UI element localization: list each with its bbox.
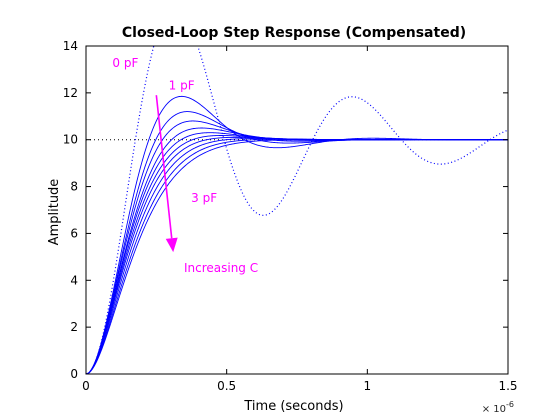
y-tick-label: 4 [70,273,78,287]
x-axis-label: Time (seconds) [243,399,343,414]
plot-area: 0 0.5 1 1.5 0 2 4 6 8 10 12 14 × 10-6 0 pF 1 pF 3 pF Inc… [63,39,518,415]
y-tick-label: 12 [63,86,78,100]
y-tick-label: 14 [63,39,78,53]
y-tick-label: 8 [70,180,78,194]
annotation-label: Increasing C [184,261,258,275]
increasing-c-arrow-shaft [155,95,173,239]
x-tick-label: 1 [364,379,372,393]
y-tick-label: 10 [63,133,78,147]
annotation-label: 1 pF [169,78,195,92]
y-tick-label: 6 [70,226,78,240]
series-compensated-10 [86,139,508,374]
y-axis-label: Amplitude [47,179,62,246]
x-exponent-label: × 10-6 [482,400,514,415]
y-tick-label: 0 [70,367,78,381]
annotation-label: 0 pF [112,56,138,70]
x-tick-label: 0.5 [217,379,236,393]
series-0pF-undamped [86,46,508,374]
x-tick-label: 1.5 [498,379,517,393]
y-tick-label: 2 [70,320,78,334]
annotation-label: 3 pF [191,191,217,205]
chart-title: Closed-Loop Step Response (Compensated) [122,25,466,41]
axes-box [85,45,509,375]
x-tick-label: 0 [82,379,90,393]
increasing-c-arrow-head [165,237,178,253]
